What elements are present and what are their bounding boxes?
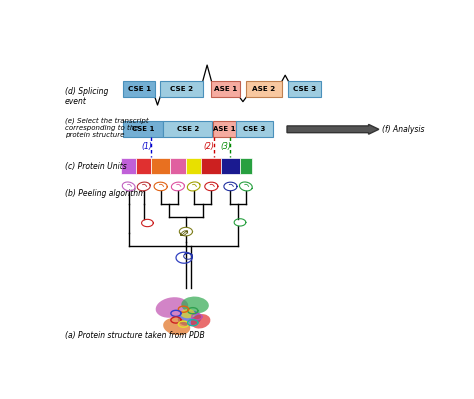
Text: CSE 3: CSE 3 xyxy=(293,86,316,92)
Text: (3): (3) xyxy=(220,142,231,152)
Ellipse shape xyxy=(155,297,188,318)
Text: (1): (1) xyxy=(141,142,152,152)
FancyBboxPatch shape xyxy=(211,81,240,97)
Text: ASE 2: ASE 2 xyxy=(253,86,276,92)
Text: ASE 1: ASE 1 xyxy=(213,126,236,132)
FancyBboxPatch shape xyxy=(121,158,137,174)
Text: (d) Splicing
event: (d) Splicing event xyxy=(65,87,108,106)
FancyBboxPatch shape xyxy=(213,121,236,137)
FancyBboxPatch shape xyxy=(170,158,186,174)
Text: CSE 1: CSE 1 xyxy=(128,86,151,92)
FancyBboxPatch shape xyxy=(201,158,221,174)
Text: (f) Analysis: (f) Analysis xyxy=(382,125,424,134)
Text: CSE 2: CSE 2 xyxy=(170,86,193,92)
FancyBboxPatch shape xyxy=(123,121,163,137)
FancyBboxPatch shape xyxy=(236,121,273,137)
Ellipse shape xyxy=(191,314,210,328)
Text: (a) Protein structure taken from PDB: (a) Protein structure taken from PDB xyxy=(65,330,204,340)
FancyBboxPatch shape xyxy=(163,121,212,137)
Text: CSE 1: CSE 1 xyxy=(132,126,154,132)
FancyBboxPatch shape xyxy=(246,81,282,97)
Text: (c) Protein Units: (c) Protein Units xyxy=(65,162,127,171)
Text: (2): (2) xyxy=(204,142,215,152)
Text: (e) Select the transcript
corresponding to the
protein structure: (e) Select the transcript corresponding … xyxy=(65,118,148,138)
Ellipse shape xyxy=(182,296,209,314)
FancyBboxPatch shape xyxy=(123,81,155,97)
FancyArrow shape xyxy=(287,124,379,134)
FancyBboxPatch shape xyxy=(136,158,152,174)
Ellipse shape xyxy=(178,310,201,326)
FancyBboxPatch shape xyxy=(160,81,203,97)
FancyBboxPatch shape xyxy=(151,158,170,174)
Ellipse shape xyxy=(163,318,190,335)
Text: CSE 3: CSE 3 xyxy=(243,126,265,132)
FancyBboxPatch shape xyxy=(288,81,321,97)
FancyBboxPatch shape xyxy=(221,158,240,174)
Ellipse shape xyxy=(181,309,195,318)
FancyBboxPatch shape xyxy=(240,158,252,174)
Text: ASE 1: ASE 1 xyxy=(214,86,237,92)
Text: CSE 2: CSE 2 xyxy=(177,126,199,132)
FancyBboxPatch shape xyxy=(186,158,202,174)
Text: (b) Peeling algorithm: (b) Peeling algorithm xyxy=(65,189,145,198)
